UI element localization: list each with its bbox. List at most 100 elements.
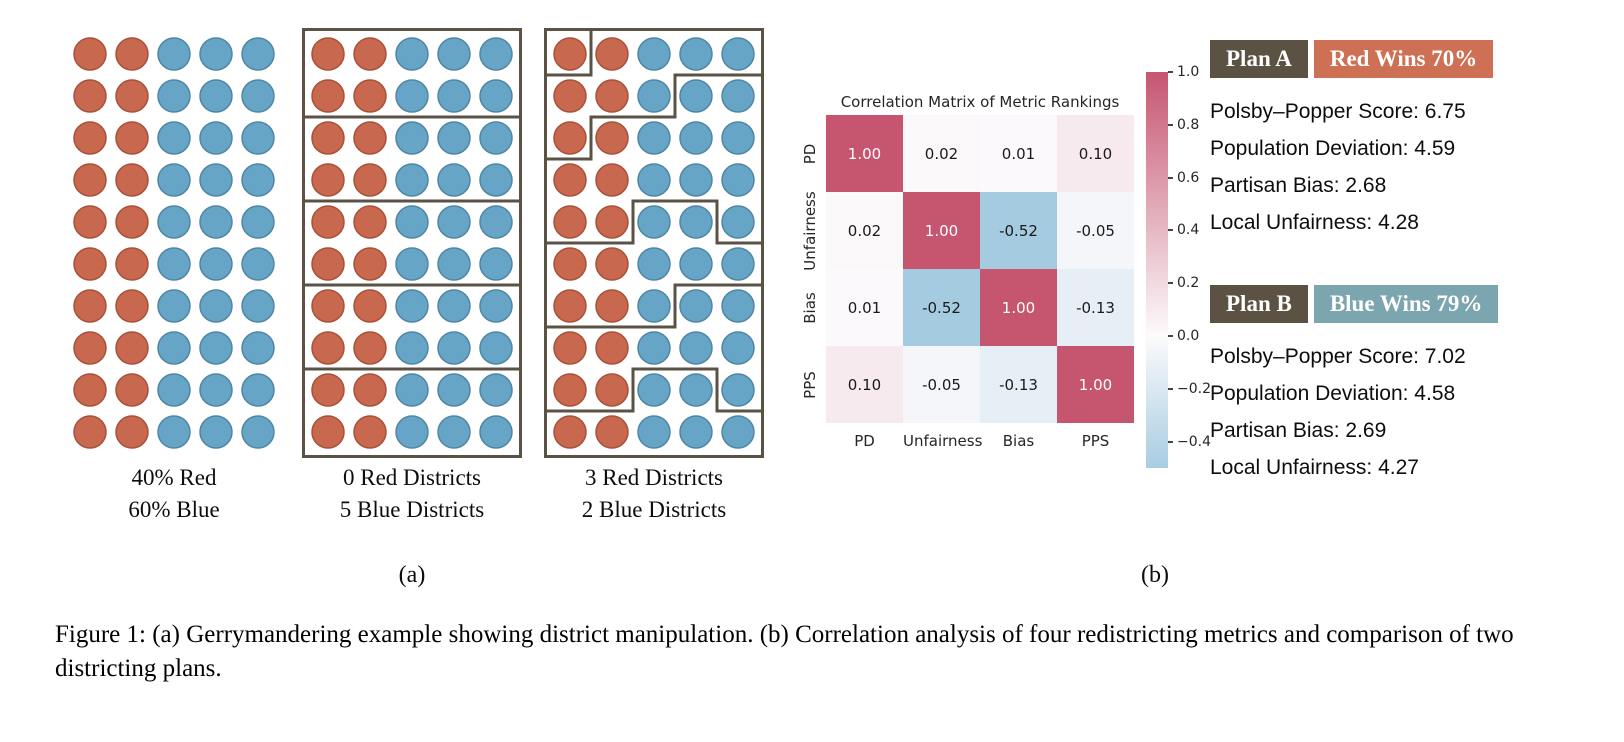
heatmap-cell-PPS-Unfairness: -0.05 (903, 346, 980, 423)
voter-dot-blue (437, 163, 471, 197)
colorbar-tickmark (1168, 229, 1173, 232)
voter-dot-red (311, 415, 345, 449)
voter-dot-blue (637, 247, 671, 281)
voter-dot-blue (679, 331, 713, 365)
voter-dot-red (595, 247, 629, 281)
voter-dot-red (553, 79, 587, 113)
plans-panel: Plan A Red Wins 70% Polsby–Popper Score: 6… (1210, 40, 1590, 530)
district-boundary (545, 73, 763, 161)
voter-dot-blue (157, 205, 191, 239)
voter-dot-blue (679, 415, 713, 449)
colorbar-tickmark (1168, 176, 1173, 179)
voter-dot-blue (721, 247, 755, 281)
voter-dot-red (73, 289, 107, 323)
voter-dot-blue (637, 121, 671, 155)
voter-dot-blue (721, 373, 755, 407)
plan-result-badge: Red Wins 70% (1313, 40, 1494, 78)
voter-dot-blue (437, 205, 471, 239)
voter-dot-red (73, 37, 107, 71)
plan-name-badge: Plan B (1210, 285, 1308, 323)
voter-dot-red (553, 415, 587, 449)
voter-dot-blue (679, 37, 713, 71)
heatmap-y-tick-PD: PD (801, 143, 819, 164)
voter-dot-red (353, 373, 387, 407)
voter-dot-blue (679, 205, 713, 239)
voter-dot-blue (241, 79, 275, 113)
heatmap-y-tick-PPS: PPS (801, 370, 819, 399)
voter-dot-blue (679, 121, 713, 155)
voter-dot-blue (637, 289, 671, 323)
voter-dot-blue (437, 37, 471, 71)
voter-dot-blue (479, 247, 513, 281)
heatmap-x-tick-PD: PD (854, 432, 875, 450)
voter-dot-red (595, 37, 629, 71)
heatmap-cell-Bias-PPS: -0.13 (1057, 269, 1134, 346)
voter-dot-red (115, 37, 149, 71)
voter-dot-red (353, 331, 387, 365)
voter-dot-red (73, 331, 107, 365)
voter-dot-blue (637, 415, 671, 449)
voter-dot-red (553, 289, 587, 323)
voter-dot-red (595, 289, 629, 323)
voter-dot-blue (199, 205, 233, 239)
heatmap-cell-PD-PD: 1.00 (826, 115, 903, 192)
heatmap-cell-PD-Unfairness: 0.02 (903, 115, 980, 192)
voter-dot-blue (157, 373, 191, 407)
voter-dot-red (115, 289, 149, 323)
voter-dot-red (553, 331, 587, 365)
voter-dot-blue (479, 37, 513, 71)
colorbar-tickmark (1168, 387, 1173, 390)
panel-b-tag: (b) (1141, 562, 1169, 588)
voter-dot-blue (157, 247, 191, 281)
voter-dot-blue (679, 247, 713, 281)
plan-block-b: Plan B Blue Wins 79% Polsby–Popper Score: … (1210, 285, 1590, 486)
grid-label-uniform: 0 Red Districts 5 Blue Districts (300, 462, 524, 526)
voter-dot-red (353, 415, 387, 449)
voter-dot-red (311, 163, 345, 197)
panel-a-tag: (a) (398, 562, 426, 588)
voter-dot-blue (241, 373, 275, 407)
colorbar-tickmark (1168, 71, 1173, 73)
voter-dot-red (115, 121, 149, 155)
voter-dot-blue (395, 37, 429, 71)
heatmap-grid: 1.00 0.02 0.01 0.10 0.02 1.00 -0.52 -0.05 0.01 -0… (826, 115, 1134, 423)
voter-dot-red (115, 373, 149, 407)
voter-dot-red (595, 415, 629, 449)
voter-dot-red (115, 247, 149, 281)
heatmap-x-tick-Bias: Bias (1002, 432, 1035, 450)
voter-dot-blue (199, 247, 233, 281)
voter-dot-blue (241, 331, 275, 365)
voter-dot-blue (437, 289, 471, 323)
voter-dot-red (311, 289, 345, 323)
voter-dot-blue (479, 205, 513, 239)
voter-dot-blue (157, 37, 191, 71)
voter-dot-blue (721, 163, 755, 197)
voter-dot-blue (437, 247, 471, 281)
voter-dot-blue (241, 415, 275, 449)
plan-metric-line: Polsby–Popper Score: 6.75 (1210, 100, 1466, 123)
district-boundary (545, 367, 763, 413)
voter-dot-red (553, 373, 587, 407)
voter-dot-blue (395, 247, 429, 281)
colorbar-tickmark (1168, 335, 1173, 337)
plan-metric-line: Population Deviation: 4.59 (1210, 137, 1456, 160)
colorbar-tick-label: −0.4 (1177, 433, 1211, 450)
heatmap-y-tick-Bias: Bias (801, 291, 819, 324)
heatmap-x-tick-Unfairness: Unfairness (903, 432, 983, 450)
voter-dot-blue (199, 415, 233, 449)
voter-dot-red (553, 121, 587, 155)
voter-dot-blue (637, 373, 671, 407)
voter-dot-blue (241, 37, 275, 71)
grid-label-population: 40% Red 60% Blue (62, 462, 286, 526)
voter-dot-red (353, 289, 387, 323)
voter-dot-blue (479, 163, 513, 197)
voter-dot-red (73, 79, 107, 113)
voter-dot-blue (721, 79, 755, 113)
grid-label-line: 5 Blue Districts (339, 497, 485, 522)
voter-dot-blue (479, 121, 513, 155)
voter-dot-red (73, 373, 107, 407)
voter-dot-red (553, 205, 587, 239)
voter-dot-blue (395, 289, 429, 323)
voter-dot-blue (241, 205, 275, 239)
grid-label-line: 2 Blue Districts (581, 497, 727, 522)
